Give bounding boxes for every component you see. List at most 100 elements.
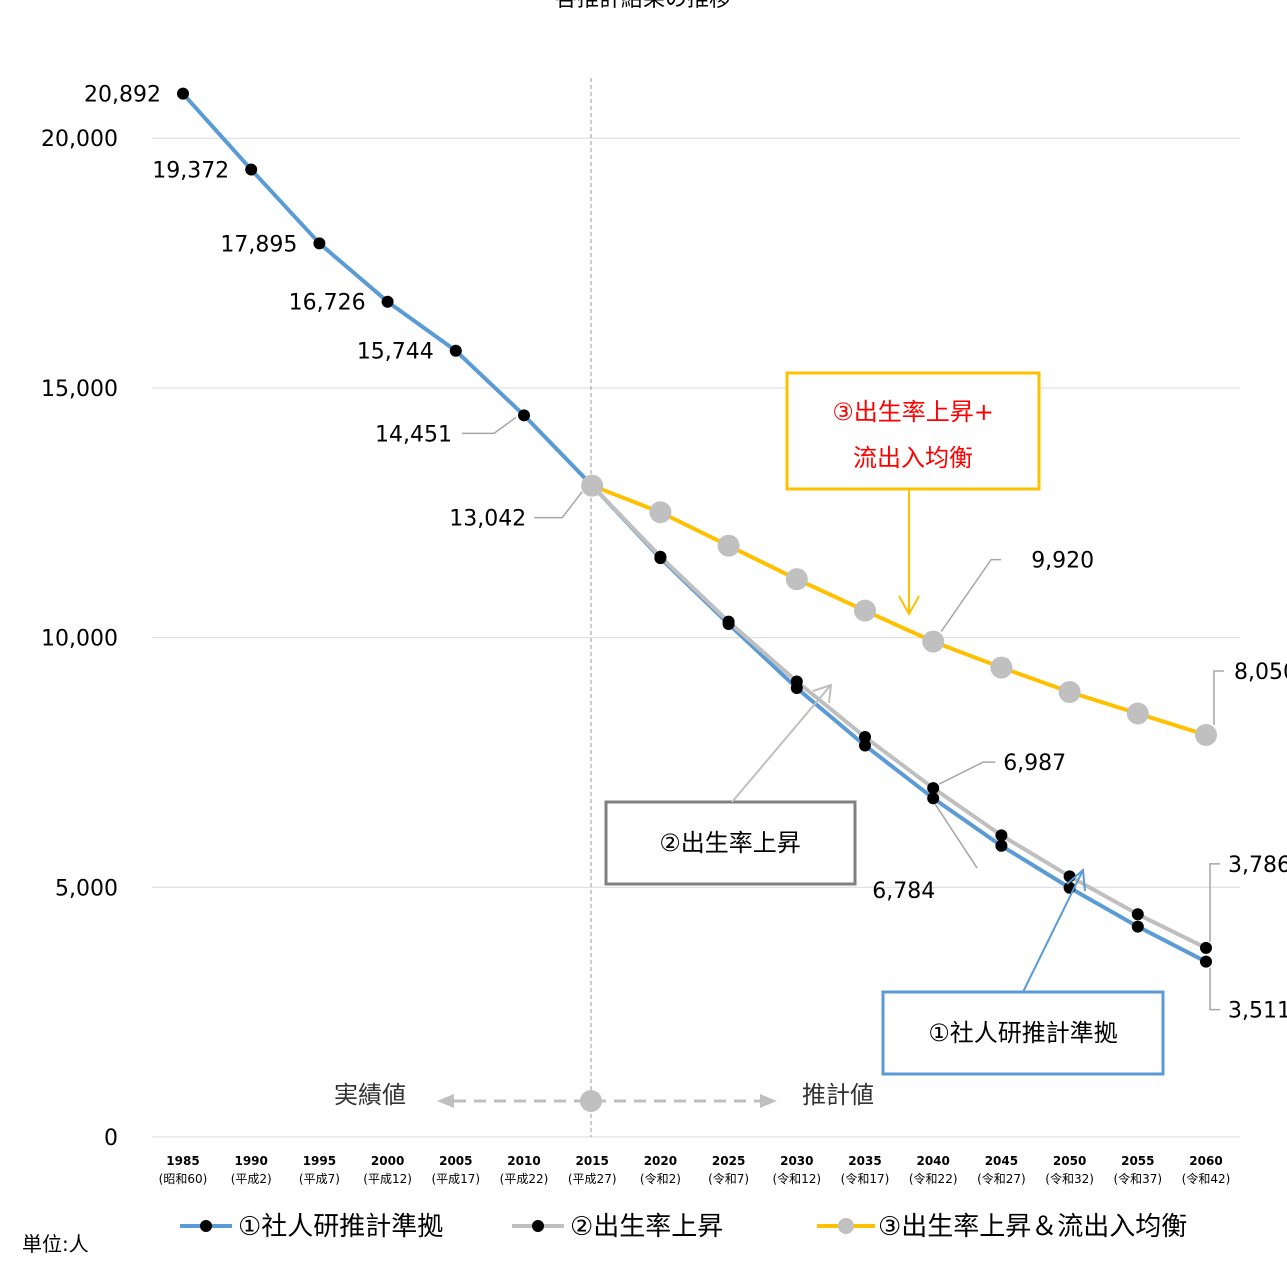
unit-label: 単位:人 [22,1232,89,1256]
y-axis-ticks: 0 5,000 10,000 15,000 20,000 [41,127,118,1151]
series2-point [859,730,871,743]
x-tick-label: 1995 [303,1154,336,1168]
data-label: 3,511 [1228,999,1287,1024]
data-label-leader [1213,670,1224,725]
x-tick-label: 2025 [712,1154,745,1168]
data-label-leader [940,558,1002,633]
series3-point [1195,723,1217,746]
x-tick-sublabel: (令和37) [1113,1171,1162,1186]
data-label: 9,920 [1031,549,1094,574]
series3-point [1058,681,1081,704]
x-tick-label: 2050 [1053,1154,1086,1168]
series1-point [927,792,940,805]
x-tick-label: 2045 [985,1154,1018,1168]
x-tick-label: 2020 [644,1154,677,1168]
series2-point [927,782,940,795]
x-tick-sublabel: (平成22) [500,1172,549,1186]
series-line-3 [591,483,1207,737]
x-tick-label: 1985 [166,1154,199,1168]
x-tick-label: 2035 [848,1154,881,1168]
data-label-leader [462,416,517,435]
series1-point [518,409,530,422]
series1-point [1200,955,1212,968]
y-tick-label: 20,000 [41,127,118,152]
callout2-arrowhead [812,683,833,704]
forecast-arrowhead [760,1094,777,1108]
series2-point [654,550,667,563]
x-tick-sublabel: (平成17) [431,1172,480,1186]
callout2-box [604,800,857,886]
y-tick-label: 15,000 [41,377,118,402]
legend: ①社人研推計準拠 ②出生率上昇 ③出生率上昇＆流出入均衡 [180,1212,1187,1242]
callout3-box [785,371,1041,491]
data-label: 14,451 [375,422,452,447]
series1-point [1131,920,1144,933]
callout1-arrow [1022,871,1083,993]
y-tick-label: 5,000 [55,876,118,901]
x-tick-label: 2000 [371,1154,404,1168]
data-label: 20,892 [84,83,161,108]
series1-point [859,739,871,752]
chart-title: 各推計結果の推移 [555,0,731,12]
x-tick-label: 2005 [439,1154,472,1168]
series3-point [854,599,876,622]
x-tick-sublabel: (令和17) [841,1171,890,1186]
actual-label: 実績値 [334,1081,406,1109]
x-tick-sublabel: (令和22) [909,1171,958,1186]
data-label-leader [1209,863,1220,942]
x-axis-ticks: 1985 (昭和60) 1990 (平成2) 1995 (平成7) 2000 (平成12) 20… [159,1154,1231,1186]
series1-point [313,237,326,250]
series3-point [1126,702,1149,725]
series1-point [177,87,189,100]
callout2-text: ②出生率上昇 [659,829,801,857]
callout2-arrow [731,685,831,803]
data-label: 13,042 [449,507,526,532]
data-label: 8,050 [1234,660,1287,685]
data-label-leader [938,761,996,785]
x-tick-sublabel: (平成27) [568,1172,617,1186]
data-labels: 20,892 19,372 17,895 16,726 15,744 14,451 13,0… [84,83,1287,1024]
data-label: 16,726 [289,291,366,316]
series3-point [922,630,945,653]
x-tick-sublabel: (令和12) [772,1171,821,1186]
legend-label-series3: ③出生率上昇＆流出入均衡 [878,1212,1187,1242]
y-tick-label: 0 [104,1126,118,1151]
actual-arrowhead [437,1094,454,1108]
data-label: 6,784 [872,879,935,904]
data-label-leader [534,491,583,519]
x-tick-sublabel: (令和27) [977,1171,1026,1186]
series3-point [785,568,808,591]
data-label: 3,786 [1228,853,1287,878]
series-group [177,87,1217,968]
series2-point [1131,908,1144,921]
divider-marker [580,1090,602,1112]
legend-label-series1: ①社人研推計準拠 [238,1212,443,1242]
data-label: 6,987 [1003,751,1066,776]
forecast-label: 推計値 [802,1081,874,1109]
series1-point [449,344,462,357]
series3-point [581,474,604,497]
data-label: 17,895 [220,232,297,257]
series3-point [717,534,740,557]
series1-point [381,295,394,308]
legend-marker-series2 [532,1220,544,1232]
series1-point [245,163,258,176]
series2-point [722,615,735,628]
x-tick-sublabel: (令和42) [1182,1171,1231,1186]
legend-label-series2: ②出生率上昇 [570,1212,723,1242]
series-line-2 [590,484,1207,950]
gridlines [152,137,1240,1138]
x-tick-label: 2015 [575,1154,608,1168]
legend-marker-series1 [200,1220,212,1232]
callout1-arrowhead [1066,867,1086,892]
x-tick-sublabel: (令和7) [708,1171,749,1186]
x-tick-label: 2030 [780,1154,813,1168]
x-tick-sublabel: (平成12) [363,1172,412,1186]
callout3-arrowhead [898,595,920,617]
callout1-text: ①社人研推計準拠 [928,1019,1118,1047]
data-label-leader [1209,967,1220,1011]
x-tick-sublabel: (平成7) [299,1172,340,1186]
series3-point [649,501,672,524]
x-tick-label: 1990 [234,1154,267,1168]
